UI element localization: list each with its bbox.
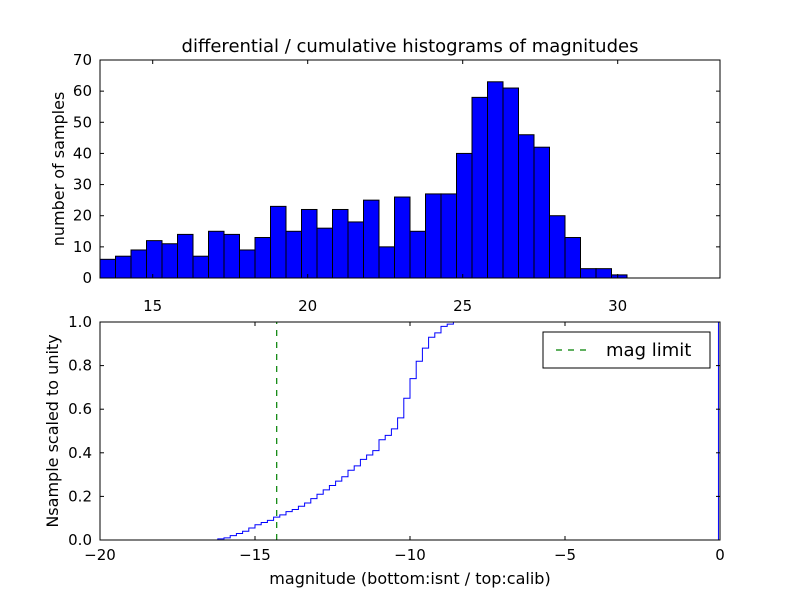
y-tick-label: 70 — [73, 51, 92, 69]
y-tick-label: 40 — [73, 144, 92, 162]
histogram-bar — [285, 230, 302, 279]
histogram-bar — [502, 87, 519, 279]
y-tick-label: 0.6 — [68, 400, 92, 418]
histogram-bar — [208, 230, 225, 279]
legend: mag limit — [542, 331, 711, 369]
histogram-bar — [270, 205, 287, 279]
x-tick-label: 30 — [608, 297, 627, 315]
histogram-bar — [347, 221, 364, 279]
histogram-bar — [239, 249, 256, 279]
cumulative-x-ticks: −20 −15 −10 −5 0 — [84, 322, 725, 564]
histogram-bar — [564, 237, 581, 279]
histogram-bar — [301, 208, 318, 279]
histogram-bar — [487, 81, 504, 279]
y-tick-label: 0.0 — [68, 531, 92, 549]
histogram-y-ticks: 0 10 20 30 40 50 60 70 — [73, 51, 720, 287]
x-tick-label: 0 — [715, 546, 725, 564]
histogram-bar — [363, 199, 380, 279]
histogram-bar — [223, 233, 240, 279]
histogram-bar — [115, 255, 132, 279]
histogram-bar — [192, 255, 209, 279]
cumulative-y-axis-label: Nsample scaled to unity — [43, 334, 62, 527]
histogram-bar — [99, 258, 116, 279]
histogram-bar — [533, 146, 550, 279]
histogram-bar — [440, 193, 457, 279]
histogram-y-axis-label: number of samples — [49, 92, 68, 247]
y-tick-label: 0.4 — [68, 444, 92, 462]
histogram-axes-frame — [99, 59, 721, 279]
histogram-bar — [378, 246, 395, 279]
y-tick-label: 30 — [73, 176, 92, 194]
x-tick-label: 15 — [143, 297, 162, 315]
histogram-bar — [146, 240, 163, 279]
histogram-panel: differential / cumulative histograms of … — [49, 36, 721, 315]
cumulative-panel: 0.0 0.2 0.4 0.6 0.8 1.0 −20 −15 −10 −5 0 Nsample … — [43, 313, 725, 588]
histogram-x-ticks: 15 20 25 30 — [143, 60, 627, 315]
cumulative-lines — [100, 321, 719, 541]
histogram-bar — [471, 96, 488, 279]
histogram-bar — [177, 233, 194, 279]
histogram-bar — [316, 227, 333, 279]
histogram-bar — [518, 134, 535, 279]
histogram-bar — [456, 152, 473, 279]
histogram-bar — [595, 268, 612, 279]
histogram-bar — [425, 193, 442, 279]
y-tick-label: 0 — [82, 269, 92, 287]
histogram-bar — [394, 196, 411, 279]
cumulative-x-axis-label: magnitude (bottom:isnt / top:calib) — [269, 569, 550, 588]
y-tick-label: 0.2 — [68, 487, 92, 505]
histogram-bar — [254, 237, 271, 279]
cumulative-y-ticks: 0.0 0.2 0.4 0.6 0.8 1.0 — [68, 313, 720, 549]
y-tick-label: 60 — [73, 82, 92, 100]
y-tick-label: 10 — [73, 238, 92, 256]
x-tick-label: −5 — [554, 546, 576, 564]
y-tick-label: 1.0 — [68, 313, 92, 331]
histogram-bar — [549, 215, 566, 279]
x-tick-label: −15 — [239, 546, 271, 564]
histogram-bar — [130, 249, 147, 279]
histogram-bar — [161, 243, 178, 279]
y-tick-label: 0.8 — [68, 357, 92, 375]
histogram-bars — [99, 81, 628, 279]
y-tick-label: 20 — [73, 207, 92, 225]
y-tick-label: 50 — [73, 113, 92, 131]
x-tick-label: −10 — [394, 546, 426, 564]
x-tick-label: 20 — [298, 297, 317, 315]
x-tick-label: −20 — [84, 546, 116, 564]
x-tick-label: 25 — [453, 297, 472, 315]
histogram-bar — [409, 230, 426, 279]
histogram-bar — [580, 268, 597, 279]
legend-label-mag-limit: mag limit — [606, 340, 691, 361]
cumulative-step-line — [100, 321, 719, 541]
chart-title: differential / cumulative histograms of … — [182, 36, 639, 57]
histogram-bar — [332, 208, 349, 279]
